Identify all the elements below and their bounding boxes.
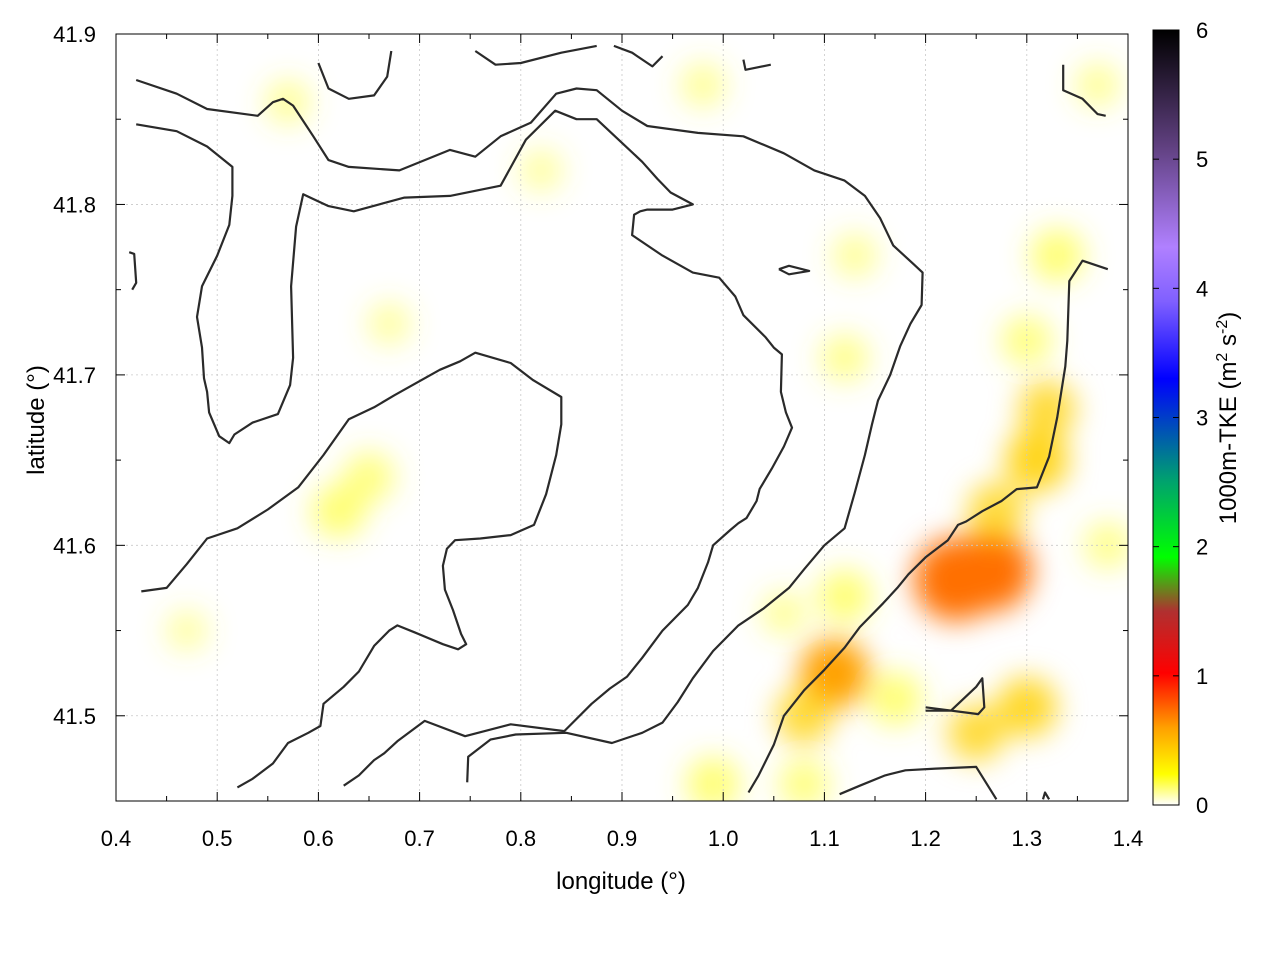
heat-spot-5 (947, 704, 1005, 762)
heat-spot-6 (967, 482, 1025, 540)
contour-line-7 (128, 251, 138, 291)
heat-spot-2 (800, 638, 870, 708)
heat-spot-9 (1030, 228, 1085, 283)
contour-line-6 (742, 59, 772, 71)
y-axis-label: latitude (°) (23, 365, 50, 475)
colorbar-tick-label: 0 (1196, 793, 1208, 818)
x-tick-label: 0.7 (404, 826, 435, 851)
colorbar-tick-label: 3 (1196, 406, 1208, 431)
contour-line-1 (136, 109, 794, 787)
contour-line-8 (778, 264, 811, 276)
x-tick-label: 1.1 (809, 826, 840, 851)
x-tick-label: 0.5 (202, 826, 233, 851)
x-tick-label: 1.0 (708, 826, 739, 851)
colorbar-tick-label: 4 (1196, 276, 1208, 301)
contour-line-13 (1041, 791, 1051, 800)
heat-spot-10 (775, 687, 833, 745)
y-tick-label: 41.8 (53, 192, 96, 217)
heat-spot-14 (686, 756, 741, 801)
colorbar-tick-label: 5 (1196, 147, 1208, 172)
contour-line-10 (925, 677, 986, 716)
contour-line-3 (317, 50, 393, 100)
heat-spot-21 (1083, 521, 1128, 570)
heatmap-layer (165, 62, 1128, 801)
heat-spot-20 (519, 148, 563, 192)
heat-spot-12 (868, 671, 923, 726)
contour-line-11 (839, 765, 998, 800)
contour-line-4 (474, 44, 597, 66)
heat-spot-26 (832, 233, 878, 279)
contour-line-9 (747, 259, 1109, 794)
heat-spot-1 (950, 530, 1032, 612)
plot-background (116, 34, 1128, 801)
axis-ticks: 0.4 0.5 0.6 0.7 0.8 0.9 1.0 1.1 1.2 1.3 1.4 41.5 41.… (53, 22, 1143, 851)
contour-line-0 (135, 78, 924, 783)
heat-spot-3 (1005, 428, 1069, 492)
y-tick-label: 41.7 (53, 363, 96, 388)
contour-line-12 (1062, 64, 1106, 117)
x-tick-label: 0.8 (506, 826, 537, 851)
colorbar-tick-label: 2 (1196, 535, 1208, 560)
x-tick-label: 0.9 (607, 826, 638, 851)
colorbar-ticks: 0 1 2 3 4 5 6 (1153, 18, 1208, 818)
x-tick-label: 0.6 (303, 826, 334, 851)
colorbar-tick-label: 1 (1196, 664, 1208, 689)
heat-spot-11 (817, 569, 872, 624)
heat-spot-24 (165, 609, 208, 652)
heat-spot-22 (761, 591, 807, 637)
heat-spot-7 (311, 484, 366, 539)
x-tick-label: 0.4 (101, 826, 132, 851)
heat-spot-4 (996, 677, 1057, 738)
heat-spot-13 (778, 758, 830, 801)
heat-spot-18 (680, 62, 726, 108)
heat-spot-16 (820, 333, 869, 382)
x-tick-label: 1.2 (910, 826, 941, 851)
y-tick-label: 41.6 (53, 533, 96, 558)
contour-line-2 (141, 351, 563, 789)
y-tick-label: 41.9 (53, 22, 96, 47)
heat-spot-25 (1075, 62, 1121, 108)
x-tick-label: 1.4 (1113, 826, 1144, 851)
colorbar-label: 1000m-TKE (m2 s-2) (1214, 312, 1242, 525)
heat-spot-15 (343, 451, 395, 503)
y-tick-label: 41.5 (53, 704, 96, 729)
contour-layer (128, 44, 1109, 800)
contour-line-5 (613, 44, 664, 68)
x-axis-label: longitude (°) (556, 868, 686, 895)
colorbar-tick-label: 6 (1196, 18, 1208, 43)
x-tick-label: 1.3 (1012, 826, 1043, 851)
heat-spot-23 (367, 302, 411, 346)
grid-lines (116, 34, 1128, 801)
